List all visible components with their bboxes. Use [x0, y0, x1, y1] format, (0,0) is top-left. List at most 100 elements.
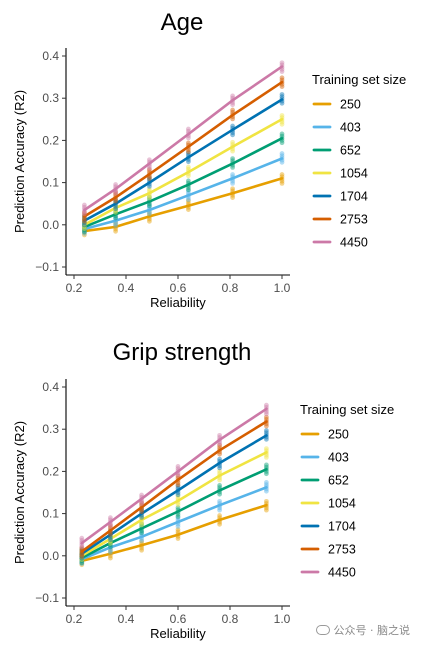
data-point — [147, 195, 152, 201]
series-1704 — [79, 428, 269, 561]
data-point — [186, 207, 191, 213]
data-point — [147, 176, 152, 181]
data-point — [79, 562, 85, 568]
data-point — [139, 492, 145, 498]
y-tick-label: 0.4 — [42, 49, 59, 63]
legend-label: 652 — [340, 144, 361, 158]
data-point — [175, 472, 181, 478]
data-point — [279, 153, 285, 159]
data-point — [186, 173, 191, 179]
data-point — [175, 482, 181, 488]
data-point — [175, 473, 181, 479]
data-point — [217, 513, 223, 518]
data-point — [186, 164, 191, 170]
data-point — [264, 455, 269, 460]
data-point — [147, 194, 152, 200]
data-point — [147, 203, 152, 209]
data-point — [264, 488, 269, 494]
chart-panel-2: Grip strength −0.1 0.0 0.1 0.2 0.3 0.4 0.2 0.4 0.… — [12, 339, 394, 641]
data-point — [279, 113, 285, 118]
data-point — [279, 151, 285, 156]
data-point — [264, 417, 269, 422]
data-point — [108, 537, 113, 543]
y-tick-label: 0.3 — [42, 422, 59, 436]
series-line — [83, 157, 284, 231]
x-axis-label: Reliability — [150, 295, 206, 310]
data-point — [113, 209, 118, 215]
data-point — [175, 527, 181, 533]
data-point — [113, 228, 118, 234]
legend-label: 250 — [328, 428, 349, 442]
data-point — [82, 222, 87, 228]
data-point — [113, 206, 118, 212]
y-tick-label: 0.0 — [42, 549, 59, 563]
data-point — [139, 538, 145, 544]
data-point — [217, 482, 223, 488]
data-point — [82, 232, 87, 238]
legend-label: 1054 — [328, 497, 356, 511]
data-point — [147, 218, 152, 224]
data-point — [82, 229, 87, 235]
y-tick-label: 0.4 — [42, 380, 59, 394]
data-point — [217, 451, 223, 457]
x-tick-label: 0.4 — [118, 281, 135, 295]
data-point — [264, 402, 269, 408]
data-point — [217, 442, 223, 448]
data-point — [79, 558, 85, 564]
data-point — [113, 198, 118, 204]
y-tick-label: 0.2 — [42, 133, 59, 147]
data-point — [264, 446, 269, 452]
y-tick-label: −0.1 — [35, 591, 59, 605]
data-point — [82, 218, 87, 224]
data-point — [279, 84, 285, 89]
data-point — [139, 529, 145, 535]
x-tick-label: 0.2 — [66, 281, 83, 295]
data-point — [264, 507, 269, 513]
data-point — [186, 159, 191, 165]
data-point — [147, 184, 152, 189]
data-point — [217, 491, 223, 497]
watermark-text: 公众号 · 脑之说 — [333, 624, 411, 637]
legend-label: 1704 — [328, 520, 356, 534]
data-point — [79, 560, 85, 566]
data-point — [108, 524, 113, 529]
data-point — [264, 428, 269, 433]
wechat-icon — [315, 625, 330, 635]
data-point — [139, 521, 145, 527]
series-line — [80, 468, 268, 560]
data-point — [264, 423, 269, 429]
data-point — [217, 521, 223, 527]
data-point — [186, 140, 191, 146]
data-point — [264, 498, 269, 504]
data-point — [230, 107, 236, 113]
data-point — [147, 166, 152, 172]
y-tick-label: 0.3 — [42, 91, 59, 105]
data-point — [279, 75, 285, 81]
y-tick-label: 0.0 — [42, 218, 59, 232]
legend-title: Training set size — [312, 72, 406, 87]
data-point — [279, 92, 285, 97]
data-point — [186, 135, 191, 141]
watermark: 公众号 · 脑之说 — [315, 622, 411, 638]
series-1704 — [82, 92, 285, 228]
data-point — [279, 121, 285, 127]
data-point — [230, 139, 236, 145]
data-point — [217, 441, 223, 447]
series-line — [80, 451, 268, 558]
legend-label: 2753 — [328, 543, 356, 557]
data-point — [82, 211, 87, 217]
data-point — [175, 536, 181, 541]
chart-title: Grip strength — [113, 339, 252, 366]
data-point — [217, 432, 223, 438]
data-point — [79, 558, 85, 564]
x-tick-label: 0.6 — [170, 281, 187, 295]
series-4450 — [79, 402, 269, 550]
data-point — [217, 507, 223, 513]
data-point — [79, 561, 85, 566]
legend-label: 403 — [328, 451, 349, 465]
chart-title: Age — [161, 9, 204, 36]
data-point — [108, 549, 113, 555]
data-point — [230, 116, 236, 122]
data-point — [279, 69, 285, 74]
